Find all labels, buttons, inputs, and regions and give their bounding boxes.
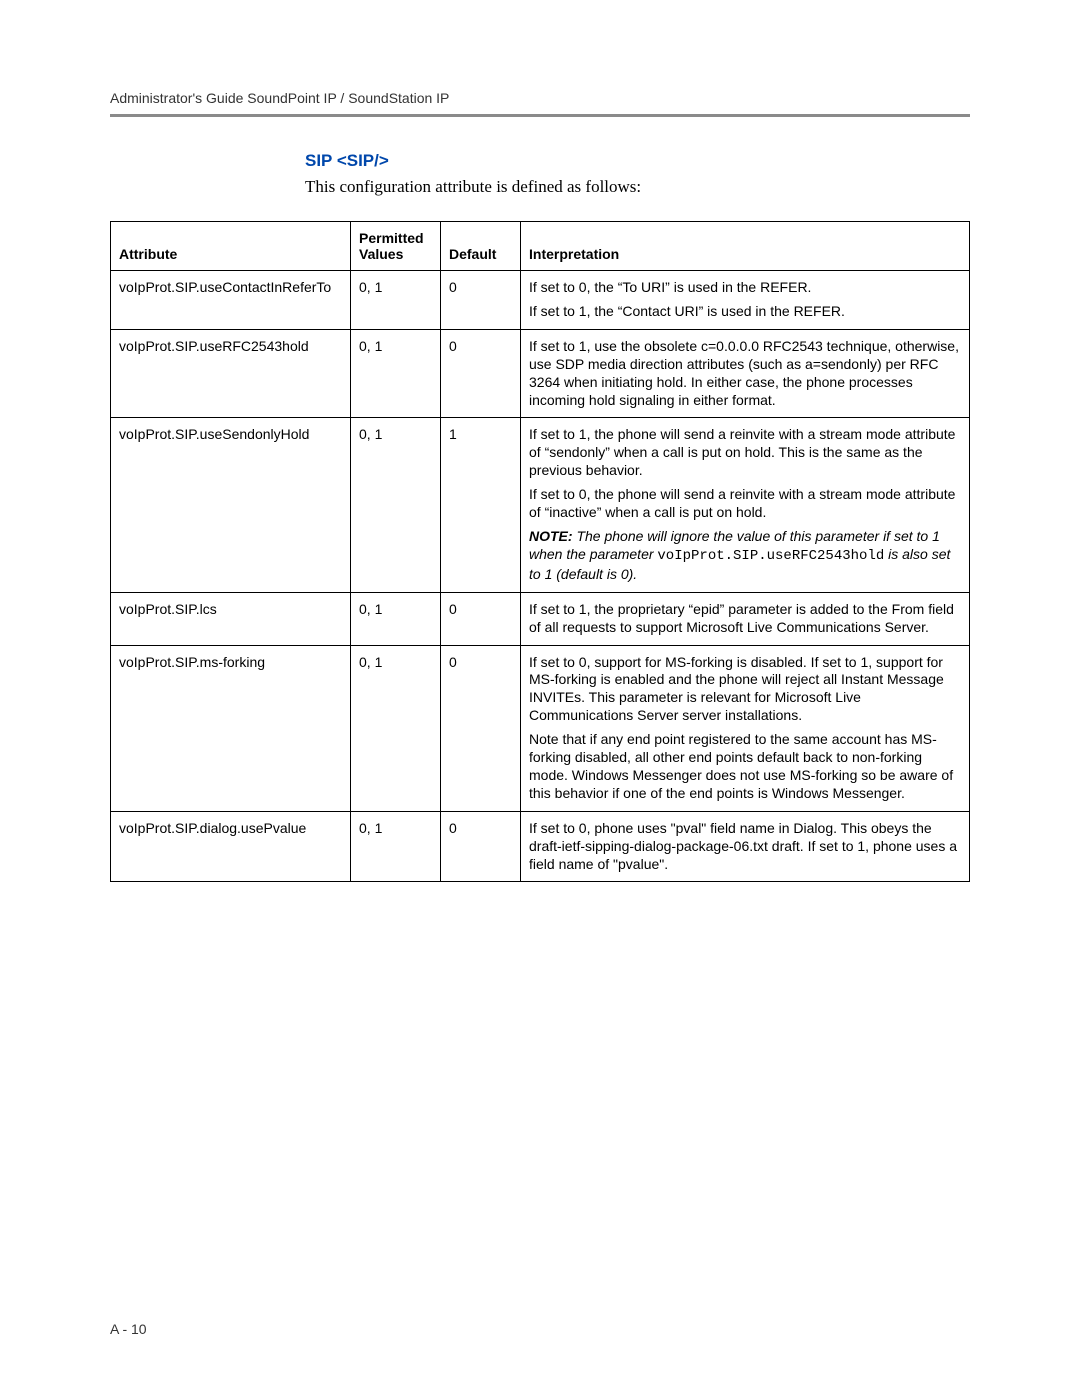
section-title: SIP <SIP/> (305, 151, 970, 171)
header-rule (110, 114, 970, 117)
interp-paragraph: If set to 0, support for MS-forking is d… (529, 654, 961, 726)
cell-attribute: voIpProt.SIP.ms-forking (111, 645, 351, 811)
cell-permitted: 0, 1 (351, 811, 441, 882)
cell-interpretation: If set to 1, the phone will send a reinv… (521, 418, 970, 592)
cell-attribute: voIpProt.SIP.dialog.usePvalue (111, 811, 351, 882)
col-permitted: Permitted Values (351, 222, 441, 271)
table-row: voIpProt.SIP.useRFC2543hold0, 10If set t… (111, 329, 970, 418)
note-label: NOTE: (529, 528, 573, 544)
interp-paragraph: If set to 1, the phone will send a reinv… (529, 426, 961, 480)
page-number: A - 10 (110, 1321, 147, 1337)
table-row: voIpProt.SIP.useSendonlyHold0, 11If set … (111, 418, 970, 592)
cell-permitted: 0, 1 (351, 645, 441, 811)
cell-interpretation: If set to 0, phone uses "pval" field nam… (521, 811, 970, 882)
cell-permitted: 0, 1 (351, 271, 441, 330)
cell-default: 1 (441, 418, 521, 592)
col-interpretation: Interpretation (521, 222, 970, 271)
cell-default: 0 (441, 811, 521, 882)
cell-permitted: 0, 1 (351, 592, 441, 645)
cell-attribute: voIpProt.SIP.useRFC2543hold (111, 329, 351, 418)
interp-paragraph: NOTE: The phone will ignore the value of… (529, 528, 961, 584)
col-attribute: Attribute (111, 222, 351, 271)
table-row: voIpProt.SIP.dialog.usePvalue0, 10If set… (111, 811, 970, 882)
table-row: voIpProt.SIP.useContactInReferTo0, 10 If … (111, 271, 970, 330)
cell-permitted: 0, 1 (351, 418, 441, 592)
cell-attribute: voIpProt.SIP.lcs (111, 592, 351, 645)
section-intro: This configuration attribute is defined … (305, 177, 970, 197)
cell-attribute: voIpProt.SIP.useSendonlyHold (111, 418, 351, 592)
note-code: voIpProt.SIP.useRFC2543hold (657, 548, 884, 564)
cell-default: 0 (441, 271, 521, 330)
page: Administrator's Guide SoundPoint IP / So… (0, 0, 1080, 1397)
attribute-table: Attribute Permitted Values Default Inter… (110, 221, 970, 882)
cell-default: 0 (441, 645, 521, 811)
interp-paragraph: If set to 1, the “Contact URI” is used i… (529, 303, 961, 321)
cell-attribute: voIpProt.SIP.useContactInReferTo (111, 271, 351, 330)
cell-interpretation: If set to 1, use the obsolete c=0.0.0.0 … (521, 329, 970, 418)
interp-paragraph: If set to 0, the “To URI” is used in the… (529, 279, 961, 297)
cell-permitted: 0, 1 (351, 329, 441, 418)
col-default: Default (441, 222, 521, 271)
interp-paragraph: If set to 0, the phone will send a reinv… (529, 486, 961, 522)
cell-interpretation: If set to 0, support for MS-forking is d… (521, 645, 970, 811)
running-head: Administrator's Guide SoundPoint IP / So… (110, 90, 970, 106)
table-row: voIpProt.SIP.ms-forking0, 10If set to 0,… (111, 645, 970, 811)
interp-paragraph: If set to 1, the proprietary “epid” para… (529, 601, 961, 637)
cell-default: 0 (441, 329, 521, 418)
interp-paragraph: If set to 0, phone uses "pval" field nam… (529, 820, 961, 874)
interp-paragraph: Note that if any end point registered to… (529, 731, 961, 803)
table-header-row: Attribute Permitted Values Default Inter… (111, 222, 970, 271)
interp-paragraph: If set to 1, use the obsolete c=0.0.0.0 … (529, 338, 961, 410)
table-row: voIpProt.SIP.lcs0, 10If set to 1, the pr… (111, 592, 970, 645)
cell-default: 0 (441, 592, 521, 645)
cell-interpretation: If set to 1, the proprietary “epid” para… (521, 592, 970, 645)
cell-interpretation: If set to 0, the “To URI” is used in the… (521, 271, 970, 330)
